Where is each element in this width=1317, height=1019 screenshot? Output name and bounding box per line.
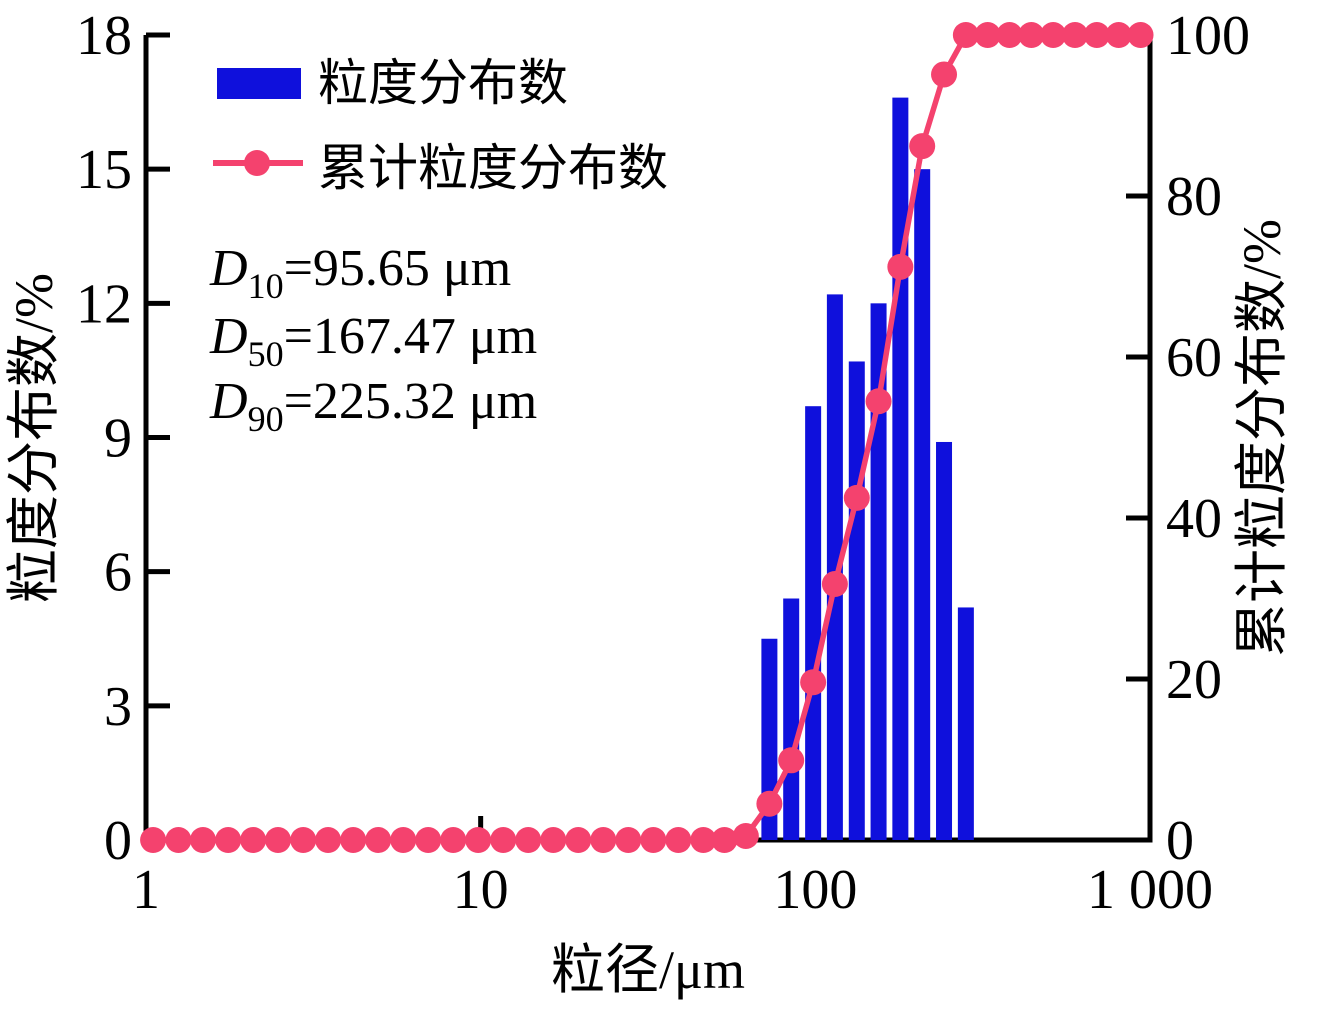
cumulative-marker — [665, 827, 692, 853]
d50-sub: 50 — [248, 334, 284, 374]
cumulative-marker — [1083, 22, 1110, 48]
cumulative-marker — [843, 484, 870, 511]
d50-value: =167.47 μm — [284, 308, 538, 365]
axes: 0 3 6 9 12 15 18 0 20 40 60 80 100 1 10 100 1 000 — [76, 5, 1250, 921]
left-tick-label: 9 — [104, 408, 132, 470]
d50-var: D — [209, 308, 248, 365]
cumulative-marker — [490, 827, 517, 853]
annotation-d10: D10=95.65 μm — [209, 240, 511, 306]
right-tick-label: 20 — [1166, 649, 1222, 711]
d10-value: =95.65 μm — [284, 240, 512, 297]
cumulative-marker — [1105, 22, 1132, 48]
x-tick-label: 100 — [773, 859, 857, 921]
cumulative-marker — [315, 827, 342, 853]
bar — [892, 97, 909, 841]
cumulative-marker — [974, 22, 1001, 48]
cumulative-marker — [465, 827, 492, 853]
cumulative-marker — [640, 827, 667, 853]
right-tick-label: 0 — [1166, 810, 1194, 872]
bar — [870, 303, 887, 840]
bar — [783, 598, 800, 840]
cumulative-marker — [1062, 22, 1089, 48]
annotations: D10=95.65 μm D50=167.47 μm D90=225.32 μm — [209, 240, 537, 439]
left-tick-label: 12 — [76, 273, 132, 335]
cumulative-marker — [1040, 22, 1067, 48]
bar — [805, 406, 822, 840]
cumulative-marker — [931, 61, 958, 88]
cumulative-marker — [515, 827, 542, 853]
left-tick-label: 15 — [76, 139, 132, 201]
bar — [848, 361, 865, 840]
legend-label-cumulative: 累计粒度分布数 — [318, 140, 668, 196]
cumulative-marker — [732, 822, 759, 849]
x-axis-label: 粒径/μm — [551, 940, 745, 1000]
right-y-axis-label: 累计粒度分布数/% — [1232, 219, 1292, 657]
cumulative-marker — [565, 827, 592, 853]
cumulative-line-series — [140, 22, 1154, 853]
left-tick-label: 3 — [104, 676, 132, 738]
d10-sub: 10 — [248, 266, 284, 306]
cumulative-marker — [215, 827, 242, 853]
cumulative-marker — [590, 827, 617, 853]
left-tick-label: 18 — [76, 5, 132, 67]
cumulative-marker — [800, 669, 827, 696]
right-tick-label: 60 — [1166, 327, 1222, 389]
annotation-d90: D90=225.32 μm — [209, 373, 537, 439]
cumulative-marker — [865, 388, 892, 415]
d10-var: D — [209, 240, 248, 297]
bar — [826, 294, 843, 840]
cumulative-marker — [140, 827, 167, 853]
cumulative-marker — [240, 827, 267, 853]
left-tick-label: 6 — [104, 542, 132, 604]
cumulative-marker — [265, 827, 292, 853]
cumulative-marker — [1018, 22, 1045, 48]
cumulative-marker — [821, 571, 848, 598]
bar-series — [761, 97, 974, 841]
left-y-axis-label: 粒度分布数/% — [4, 273, 64, 603]
cumulative-marker — [887, 253, 914, 280]
legend-bar-swatch — [217, 68, 301, 99]
cumulative-marker — [290, 827, 317, 853]
d90-var: D — [209, 373, 248, 430]
cumulative-marker — [390, 827, 417, 853]
cumulative-marker — [1127, 22, 1154, 48]
bar — [957, 607, 974, 840]
cumulative-marker — [165, 827, 192, 853]
x-tick-label: 1 — [132, 859, 160, 921]
left-tick-label: 0 — [104, 810, 132, 872]
cumulative-marker — [778, 747, 805, 774]
right-tick-label: 80 — [1166, 166, 1222, 228]
cumulative-marker — [540, 827, 567, 853]
cumulative-marker — [996, 22, 1023, 48]
legend-label-bars: 粒度分布数 — [318, 55, 568, 111]
right-tick-label: 100 — [1166, 5, 1250, 67]
d90-value: =225.32 μm — [284, 373, 538, 430]
cumulative-marker — [340, 827, 367, 853]
cumulative-marker — [909, 133, 936, 160]
right-tick-label: 40 — [1166, 488, 1222, 550]
legend: 粒度分布数 累计粒度分布数 — [213, 55, 668, 196]
bar — [936, 441, 953, 840]
cumulative-marker — [415, 827, 442, 853]
cumulative-marker — [189, 827, 216, 853]
d90-sub: 90 — [248, 399, 284, 439]
annotation-d50: D50=167.47 μm — [209, 308, 537, 374]
cumulative-marker — [952, 22, 979, 48]
cumulative-marker — [756, 790, 783, 817]
x-tick-label: 10 — [453, 859, 509, 921]
cumulative-marker — [690, 827, 717, 853]
cumulative-marker — [440, 827, 467, 853]
cumulative-marker — [615, 827, 642, 853]
bar — [914, 169, 931, 840]
cumulative-marker — [711, 827, 738, 853]
x-tick-label: 1 000 — [1087, 859, 1213, 921]
legend-dot-marker — [244, 150, 270, 176]
cumulative-marker — [365, 827, 392, 853]
